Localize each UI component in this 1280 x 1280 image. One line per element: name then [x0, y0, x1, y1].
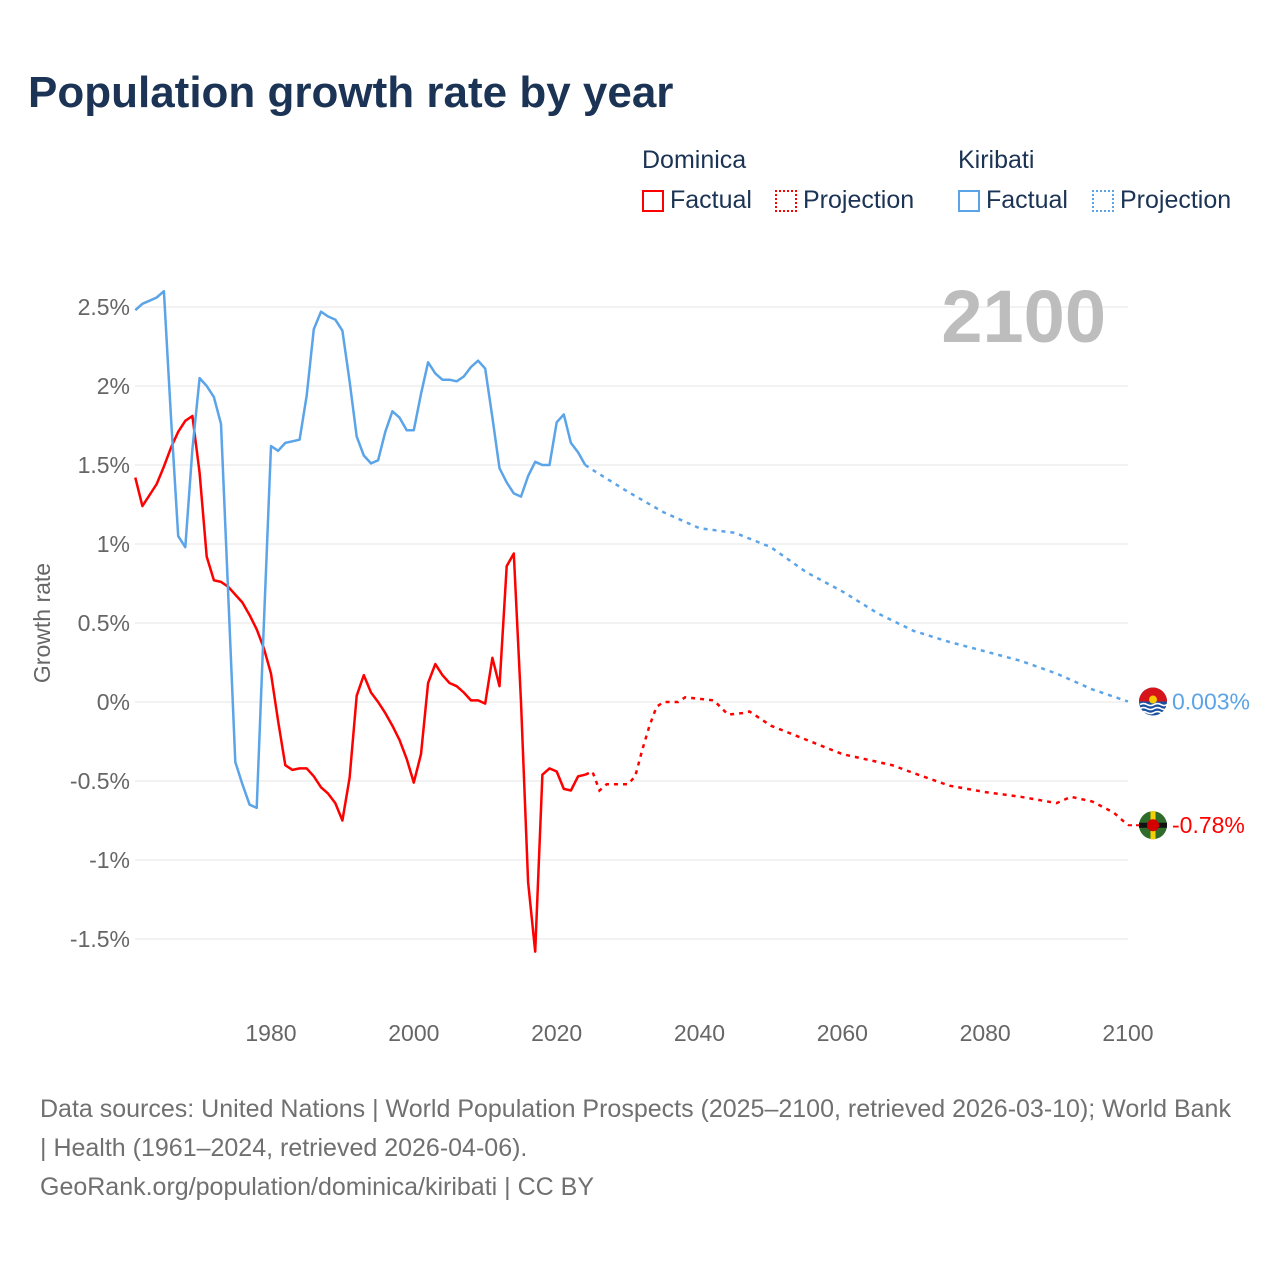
legend-dominica-projection[interactable]: Projection	[775, 186, 914, 215]
flag-top	[1139, 687, 1167, 702]
flag-wave	[1139, 706, 1168, 711]
y-tick-label: 0.5%	[78, 610, 130, 636]
dominica-factual-line	[134, 414, 586, 953]
x-tick-label: 2000	[388, 1020, 439, 1046]
y-tick-label: 1.5%	[78, 452, 130, 478]
dominica-flag-icon	[1128, 811, 1167, 840]
legend-kiribati-factual[interactable]: Factual	[958, 186, 1068, 215]
legend-swatch-solid-icon	[642, 189, 664, 212]
x-tick-label: 2040	[674, 1020, 725, 1046]
legend-swatch-dotted-icon	[1092, 189, 1114, 212]
y-tick-label: 2.5%	[78, 294, 130, 320]
flag-sun	[1149, 695, 1157, 704]
dominica-end-label: -0.78%	[1172, 812, 1245, 838]
kiribati-flag-icon	[1139, 687, 1168, 716]
kiribati-end-label: 0.003%	[1172, 689, 1250, 715]
legend-label: Projection	[1120, 186, 1232, 214]
legend-dominica-factual[interactable]: Factual	[642, 186, 752, 215]
legend-swatch-dotted-icon	[775, 189, 797, 212]
legend-group-kiribati: Kiribati	[958, 146, 1035, 174]
page-title: Population growth rate by year	[28, 68, 674, 117]
legend-group-dominica: Dominica	[642, 146, 747, 174]
y-tick-label: 2%	[97, 373, 130, 399]
legend-label: Factual	[986, 186, 1068, 214]
y-tick-label: -1.5%	[70, 926, 130, 952]
x-tick-label: 2060	[817, 1020, 868, 1046]
data-sources: Data sources: United Nations | World Pop…	[40, 1095, 1231, 1162]
x-tick-label: 2100	[1102, 1020, 1153, 1046]
y-tick-label: 0%	[97, 689, 130, 715]
x-tick-label: 2020	[531, 1020, 582, 1046]
x-tick-label: 2080	[960, 1020, 1011, 1046]
dominica-projection-line	[584, 696, 1129, 827]
y-tick-label: -1%	[89, 847, 130, 873]
flag-disc	[1147, 819, 1159, 832]
legend-swatch-solid-icon	[958, 189, 980, 212]
kiribati-projection-line	[584, 463, 1129, 703]
footer: Data sources: United Nations | World Pop…	[40, 1090, 1240, 1207]
y-tick-label: -0.5%	[70, 768, 130, 794]
flag-wave	[1139, 702, 1168, 707]
y-axis-label: Growth rate	[29, 563, 55, 683]
credit-link[interactable]: GeoRank.org/population/dominica/kiribati…	[40, 1173, 594, 1201]
year-overlay: 2100	[941, 275, 1106, 358]
kiribati-factual-line	[134, 289, 587, 810]
flag-wave	[1139, 710, 1168, 715]
legend-kiribati-projection[interactable]: Projection	[1092, 186, 1231, 215]
legend-label: Projection	[803, 186, 915, 214]
x-tick-label: 1980	[245, 1020, 296, 1046]
y-tick-label: 1%	[97, 531, 130, 557]
legend-label: Factual	[670, 186, 752, 214]
